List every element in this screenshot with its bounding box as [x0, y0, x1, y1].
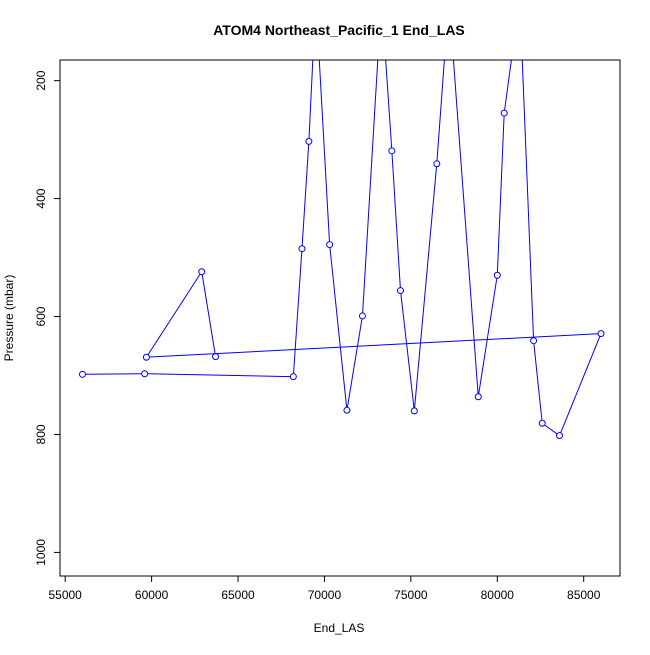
- series-line-segment: [414, 166, 437, 408]
- series-line-segment: [318, 60, 330, 242]
- series-line-segment: [560, 336, 601, 433]
- y-tick-label: 200: [34, 70, 48, 90]
- data-point: [198, 268, 206, 276]
- series-line-segment: [533, 343, 543, 421]
- data-point: [493, 271, 501, 279]
- series-line-segment: [544, 424, 558, 435]
- data-point: [298, 245, 306, 253]
- series-line-segment: [400, 293, 415, 408]
- plot-frame: [59, 59, 621, 577]
- series-line-segment: [149, 333, 598, 358]
- series-line-segment: [301, 144, 310, 246]
- series-line-segment: [85, 373, 142, 375]
- data-point: [500, 109, 508, 117]
- series-line-segment: [391, 153, 401, 288]
- y-axis-label: Pressure (mbar): [2, 275, 16, 362]
- series-line-segment: [452, 60, 479, 394]
- data-point: [388, 147, 396, 155]
- y-tick-label: 1000: [34, 539, 48, 566]
- data-point: [289, 373, 297, 381]
- series-line-segment: [362, 60, 379, 313]
- data-point: [556, 432, 564, 440]
- data-point: [530, 337, 538, 345]
- x-tick-label: 70000: [308, 588, 342, 602]
- series-line-segment: [346, 319, 363, 408]
- y-tick-label: 600: [34, 306, 48, 326]
- data-point: [433, 160, 441, 168]
- data-point: [78, 370, 86, 378]
- data-point: [410, 407, 418, 415]
- data-point: [142, 353, 150, 361]
- series-line-segment: [329, 247, 348, 408]
- data-point: [326, 241, 334, 249]
- series-line-segment: [385, 60, 393, 148]
- series-line-segment: [521, 60, 534, 338]
- series-line-segment: [201, 274, 216, 354]
- data-point: [343, 406, 351, 414]
- data-point: [597, 330, 605, 338]
- data-point: [212, 353, 220, 361]
- x-tick-label: 60000: [135, 588, 169, 602]
- series-line-segment: [293, 251, 303, 374]
- y-tick-label: 400: [34, 188, 48, 208]
- data-point: [474, 393, 482, 401]
- data-point: [141, 370, 149, 378]
- series-layer: [78, 60, 605, 440]
- series-line-segment: [504, 60, 512, 110]
- series-line-segment: [308, 60, 314, 139]
- data-point: [305, 137, 313, 145]
- x-tick-label: 85000: [567, 588, 601, 602]
- x-tick-label: 80000: [481, 588, 515, 602]
- chart-title: ATOM4 Northeast_Pacific_1 End_LAS: [213, 22, 465, 38]
- series-line-segment: [478, 278, 498, 394]
- series-line-segment: [147, 274, 201, 355]
- series-line-segment: [496, 116, 505, 273]
- x-tick-label: 55000: [48, 588, 82, 602]
- x-tick-label: 65000: [221, 588, 255, 602]
- series-line-segment: [436, 60, 445, 161]
- series-line-segment: [147, 373, 291, 378]
- data-point: [358, 312, 366, 320]
- x-axis: 55000 60000 65000 70000 75000 80000 85000: [48, 575, 601, 602]
- y-tick-label: 800: [34, 424, 48, 444]
- x-axis-label: End_LAS: [314, 621, 365, 635]
- data-point: [538, 419, 546, 427]
- x-tick-label: 75000: [394, 588, 428, 602]
- data-point: [396, 287, 404, 295]
